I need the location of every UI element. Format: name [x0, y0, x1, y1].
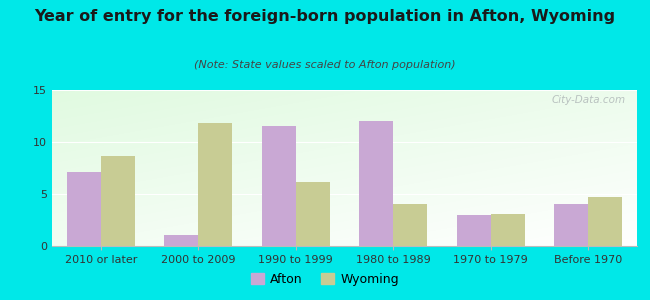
Bar: [101, 155, 135, 246]
Bar: [164, 235, 198, 246]
Bar: [457, 215, 491, 246]
Bar: [491, 214, 525, 246]
Bar: [393, 204, 428, 246]
Bar: [359, 121, 393, 246]
Legend: Afton, Wyoming: Afton, Wyoming: [246, 268, 404, 291]
Text: City-Data.com: City-Data.com: [551, 95, 625, 105]
Text: (Note: State values scaled to Afton population): (Note: State values scaled to Afton popu…: [194, 60, 456, 70]
Bar: [554, 204, 588, 246]
Bar: [296, 182, 330, 246]
Bar: [588, 197, 623, 246]
Bar: [261, 126, 296, 246]
Text: Year of entry for the foreign-born population in Afton, Wyoming: Year of entry for the foreign-born popul…: [34, 9, 616, 24]
Bar: [198, 123, 233, 246]
Bar: [66, 172, 101, 246]
